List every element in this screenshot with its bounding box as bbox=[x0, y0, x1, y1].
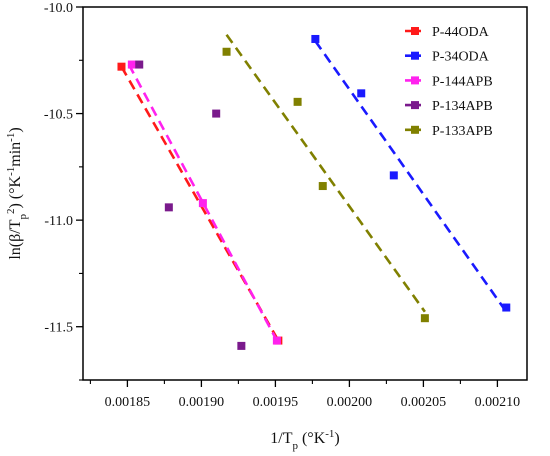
y-axis-title-part: min bbox=[7, 142, 24, 167]
y-axis-title-part: ln(β/T bbox=[7, 219, 24, 259]
x-axis-title: 1/Tp (°K-1) bbox=[270, 428, 340, 452]
y-axis-title-superscript: -1 bbox=[5, 167, 17, 176]
y-axis-title: ln(β/Tp2) (°K-1min-1) bbox=[5, 127, 29, 259]
fit-line-p-34oda bbox=[314, 40, 508, 313]
x-axis-title-part: ) bbox=[334, 430, 339, 447]
legend-swatch-marker bbox=[411, 27, 419, 35]
legend-label: P-144APB bbox=[432, 74, 493, 89]
y-axis-title-subscript: p bbox=[17, 214, 29, 220]
legend-label: P-134APB bbox=[432, 99, 493, 114]
y-tick-label: -11.5 bbox=[44, 321, 73, 336]
data-point-p-44oda bbox=[117, 62, 126, 71]
data-point-p-133apb bbox=[318, 182, 327, 191]
data-point-p-34oda bbox=[502, 303, 511, 312]
y-axis-title-superscript: 2 bbox=[5, 209, 17, 215]
legend-label: P-133APB bbox=[432, 124, 493, 139]
legend-swatch-marker bbox=[411, 101, 419, 110]
plot-frame bbox=[82, 6, 528, 381]
legend-swatch-marker bbox=[411, 51, 419, 60]
y-axis-title-part: ) (°K bbox=[7, 175, 24, 208]
x-axis-title-part: (°K bbox=[298, 430, 326, 447]
data-point-p-34oda bbox=[357, 89, 366, 98]
fit-line-p-144apb bbox=[127, 63, 279, 342]
data-point-p-144apb bbox=[127, 60, 136, 69]
x-axis-title-part: 1/T bbox=[270, 430, 292, 447]
y-tick-label: -10.5 bbox=[44, 108, 73, 123]
data-point-p-134apb bbox=[212, 109, 221, 118]
y-tick-label: -11.0 bbox=[44, 214, 73, 229]
y-axis-title-part: ) bbox=[7, 127, 24, 132]
legend-swatch-marker bbox=[411, 76, 419, 85]
data-point-p-133apb bbox=[293, 97, 302, 106]
data-point-p-134apb bbox=[237, 341, 246, 350]
legend-label: P-44ODA bbox=[432, 25, 490, 40]
x-tick-label: 0.00195 bbox=[253, 395, 299, 410]
data-point-p-34oda bbox=[389, 171, 398, 180]
x-tick-label: 0.00185 bbox=[105, 395, 151, 410]
x-tick-label: 0.00205 bbox=[401, 395, 447, 410]
legend-swatch-marker bbox=[411, 125, 419, 134]
x-axis-title-superscript: -1 bbox=[325, 428, 334, 440]
data-point-p-34oda bbox=[311, 34, 320, 43]
data-point-p-144apb bbox=[272, 336, 281, 345]
x-tick-label: 0.00210 bbox=[475, 395, 521, 410]
fit-line-p-133apb bbox=[225, 33, 426, 313]
data-point-p-133apb bbox=[222, 47, 231, 56]
y-axis-title-superscript: -1 bbox=[5, 133, 17, 142]
data-point-p-134apb bbox=[135, 60, 144, 69]
y-tick-label: -10.0 bbox=[44, 1, 73, 16]
legend-label: P-34ODA bbox=[432, 50, 490, 65]
x-tick-label: 0.00190 bbox=[179, 395, 225, 410]
data-point-p-134apb bbox=[164, 203, 173, 212]
data-point-p-144apb bbox=[198, 199, 207, 208]
x-axis-title-subscript: p bbox=[292, 440, 298, 452]
data-point-p-133apb bbox=[420, 314, 429, 323]
x-tick-label: 0.00200 bbox=[327, 395, 373, 410]
